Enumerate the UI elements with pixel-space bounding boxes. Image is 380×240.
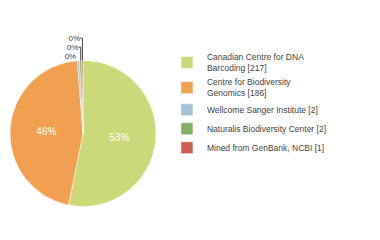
svg-text:Centre for BiodiversityGenomic: Centre for BiodiversityGenomics [186] [207,77,291,98]
svg-text:0%: 0% [67,43,79,52]
svg-text:Wellcome Sanger Institute [2]: Wellcome Sanger Institute [2] [207,105,318,115]
svg-text:0%: 0% [69,34,81,43]
svg-text:0%: 0% [65,52,77,61]
svg-text:Canadian Centre for DNABarcodi: Canadian Centre for DNABarcoding [217] [207,52,304,73]
svg-text:Mined from GenBank, NCBI [1]: Mined from GenBank, NCBI [1] [207,143,324,153]
svg-text:Naturalis Biodiversity Center: Naturalis Biodiversity Center [2] [207,124,326,134]
svg-text:46%: 46% [36,126,56,137]
svg-text:53%: 53% [109,132,129,143]
